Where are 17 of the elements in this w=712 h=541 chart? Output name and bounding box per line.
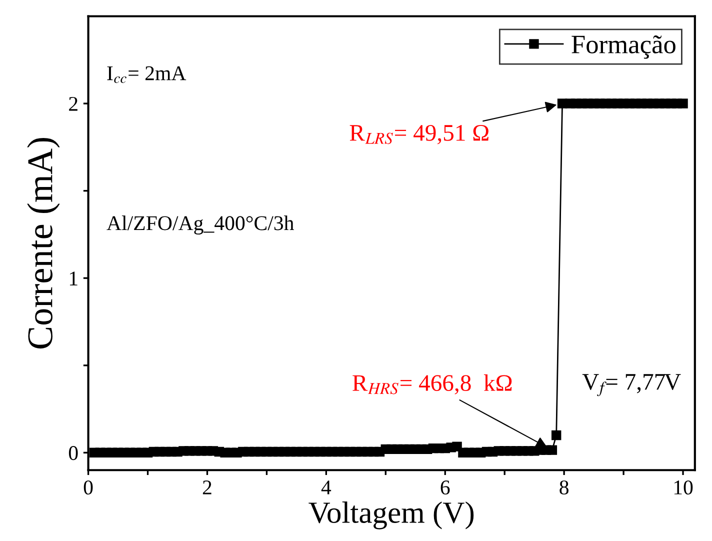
x-tick-label: 0 (84, 480, 93, 495)
y-axis-title: Corrente (mA) (27, 138, 60, 348)
x-tick-label: 8 (560, 480, 568, 495)
y-tick-label: 1 (70, 272, 78, 286)
annotation: V$_{f}$= 7,77V (582, 374, 681, 396)
x-tick-label: 2 (202, 480, 212, 494)
x-tick-label: 6 (440, 480, 450, 495)
x-axis-title: Voltagem (V) (308, 502, 474, 530)
annotation: I$_{cc}$= 2mA (107, 66, 186, 83)
y-tick-label: 2 (69, 96, 78, 111)
annotation: R$_{HRS}$= 466,8 kΩ (352, 374, 512, 394)
x-tick-label: 4 (321, 480, 332, 494)
y-tick-label: 0 (68, 446, 78, 460)
annotation: R$_{LRS}$= 49,51 Ω (350, 125, 488, 144)
annotation: Al/ZFO/Ag_400°C/3h (106, 216, 294, 234)
legend-label: Formação (572, 35, 676, 59)
x-tick-label: 10 (674, 480, 693, 495)
